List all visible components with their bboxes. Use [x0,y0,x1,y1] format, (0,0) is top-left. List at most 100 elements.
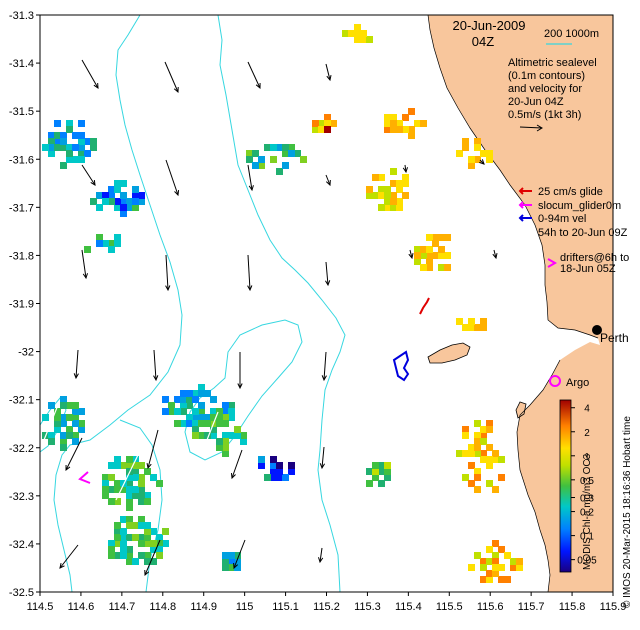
chl-pixel [438,264,445,271]
chl-pixel [156,546,163,553]
title-time: 04Z [472,34,494,49]
chl-pixel [270,456,277,463]
chl-pixel [216,408,223,415]
velocity-arrow [81,164,96,186]
velocity-arrow [247,164,254,192]
chl-pixel [378,480,385,487]
velocity-arrow [144,539,161,577]
chl-pixel [120,546,127,553]
chl-pixel [222,402,229,409]
chl-pixel [468,156,475,163]
chl-pixel [54,120,61,127]
chl-pixel [138,462,145,469]
chl-pixel [60,144,67,151]
chl-pixel [108,546,115,553]
chl-pixel [102,480,109,487]
colorbar-tick-label: 2 [584,428,590,439]
chl-pixel [168,408,175,415]
chl-pixel [432,240,439,247]
chl-pixel [492,450,499,457]
chl-pixel [144,534,151,541]
velocity-arrow [321,351,327,382]
chl-pixel [252,162,259,169]
glider-line-4: 54h to 20-Jun 09Z [538,227,628,239]
chl-pixel [186,414,193,421]
chl-pixel [264,474,271,481]
chl-pixel [144,522,151,529]
chl-pixels [42,24,523,583]
chl-pixel [222,558,229,565]
chl-pixel [66,144,73,151]
chl-pixel [270,156,277,163]
colorbar-tick-label: 0.05 [577,556,597,567]
x-tick-label: 114.7 [108,601,135,613]
chl-pixel [132,492,139,499]
x-tick-label: 115.1 [272,601,299,613]
chl-pixel [114,522,121,529]
chl-pixel [126,516,133,523]
altimetry-legend: Altimetric sealevel (0.1m contours) and … [508,57,597,132]
velocity-legend-marker [518,214,532,222]
chl-pixel [72,156,79,163]
chl-pixel [486,576,493,583]
chl-pixel [78,426,85,433]
chl-pixel [480,438,487,445]
chl-pixel [162,528,169,535]
x-tick-label: 114.8 [149,601,176,613]
chl-pixel [468,450,475,457]
chl-pixel [462,432,469,439]
chl-pixel [204,432,211,439]
chl-pixel [78,420,85,427]
chl-pixel [210,432,217,439]
chl-pixel [60,396,67,403]
chl-pixel [468,162,475,169]
chl-pixel [198,384,205,391]
chl-pixel [258,162,265,169]
chl-pixel [72,402,79,409]
chl-pixel [210,414,217,421]
chl-pixel [408,108,415,115]
chl-pixel [102,492,109,499]
chl-pixel [60,414,67,421]
chl-pixel [54,426,61,433]
chl-pixel [174,408,181,415]
chl-pixel [228,414,235,421]
colorbar-tick-label: 0.1 [580,532,594,543]
chl-pixel [114,486,121,493]
chl-pixel [126,486,133,493]
chl-pixel [132,522,139,529]
axis-ticks [36,14,614,596]
chl-pixel [390,198,397,205]
chl-pixel [504,552,511,559]
velocity-scale-arrow [519,124,543,132]
chl-pixel [114,456,121,463]
chl-pixel [426,264,433,271]
chl-pixel [114,198,121,205]
chl-pixel [42,144,49,151]
chl-pixel [276,168,283,175]
chl-pixel [132,186,139,193]
chl-pixel [390,192,397,199]
chl-pixel [486,420,493,427]
chl-pixel [102,198,109,205]
x-tick-label: 115.3 [354,601,381,613]
chl-pixel [300,156,307,163]
chl-pixel [492,486,499,493]
chl-pixel [222,444,229,451]
chl-pixel [510,558,517,565]
chl-pixel [108,198,115,205]
chl-pixel [66,120,73,127]
chl-pixel [372,474,379,481]
chl-pixel [468,480,475,487]
chl-pixel [390,204,397,211]
glider-legend: 25 cm/s glide slocum_glider0m 0-94m vel … [518,186,628,239]
chl-pixel [480,432,487,439]
chl-pixel [294,150,301,157]
chl-pixel [462,324,469,331]
chl-pixel [54,138,61,145]
chl-pixel [288,462,295,469]
chl-pixel [66,432,73,439]
chl-pixel [66,156,73,163]
chl-pixel [498,564,505,571]
chl-pixel [354,24,361,31]
